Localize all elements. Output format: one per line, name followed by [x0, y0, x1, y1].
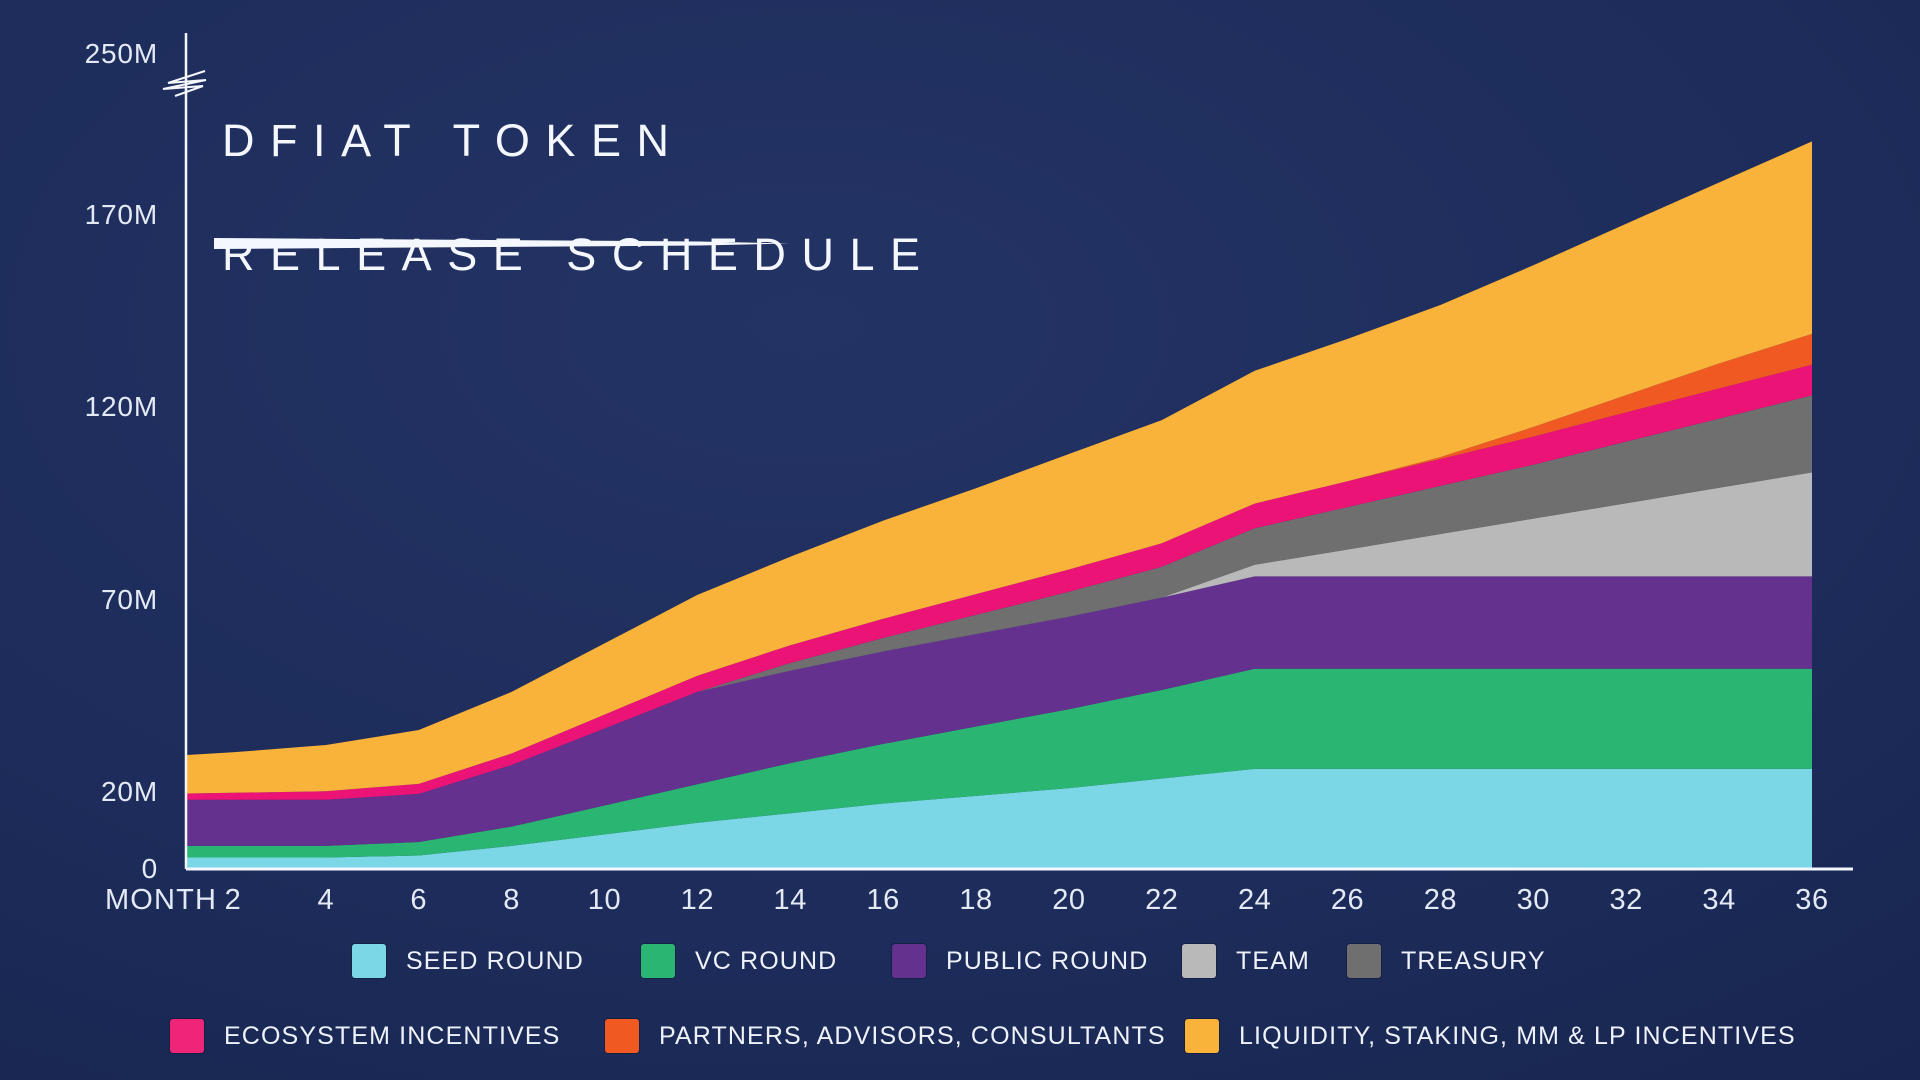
chart-title-line2: RELEASE SCHEDULE — [222, 229, 936, 280]
legend-item: TREASURY — [1347, 944, 1546, 978]
x-tick-label: 34 — [1702, 884, 1736, 916]
legend-label: TREASURY — [1401, 946, 1546, 975]
area-series-group — [186, 141, 1813, 869]
y-tick-label: 0 — [141, 853, 158, 884]
legend-label: ECOSYSTEM INCENTIVES — [224, 1021, 561, 1050]
x-tick-label: 26 — [1330, 884, 1365, 916]
x-tick-label: 36 — [1795, 884, 1829, 916]
title-underline — [214, 238, 789, 249]
area-series-seed-round — [186, 768, 1813, 869]
x-tick-label: 6 — [410, 884, 428, 916]
legend-item: VC ROUND — [641, 944, 837, 978]
x-tick-label: 28 — [1423, 884, 1458, 916]
x-tick-label: 32 — [1609, 884, 1643, 916]
legend-item: PARTNERS, ADVISORS, CONSULTANTS — [605, 1019, 1166, 1053]
x-tick-label: 20 — [1052, 884, 1086, 916]
legend-item: TEAM — [1182, 944, 1310, 978]
x-axis-title: MONTH — [104, 884, 218, 916]
y-tick-label: 70M — [101, 583, 158, 615]
legend-swatch — [1185, 1019, 1219, 1053]
x-tick-label: 10 — [587, 884, 622, 916]
x-tick-label: 12 — [680, 884, 715, 916]
legend-swatch — [1182, 944, 1216, 978]
x-tick-label: 4 — [317, 884, 335, 916]
chart-title: DFIAT TOKEN RELEASE SCHEDULE — [222, 112, 936, 283]
x-tick-label: 30 — [1516, 884, 1551, 916]
legend-item: LIQUIDITY, STAKING, MM & LP INCENTIVES — [1185, 1019, 1796, 1053]
x-tick-label: 24 — [1237, 884, 1272, 916]
legend-label: VC ROUND — [695, 946, 838, 975]
legend-item: ECOSYSTEM INCENTIVES — [170, 1019, 560, 1053]
legend-label: SEED ROUND — [406, 946, 584, 975]
legend-swatch — [605, 1019, 639, 1053]
chart-title-line1: DFIAT TOKEN — [222, 115, 685, 166]
y-tick-label: 20M — [101, 776, 158, 807]
legend-swatch — [641, 944, 675, 978]
axis-break-icon — [162, 70, 207, 97]
legend-label: PARTNERS, ADVISORS, CONSULTANTS — [659, 1021, 1166, 1050]
legend-label: PUBLIC ROUND — [946, 946, 1149, 975]
legend-item: PUBLIC ROUND — [892, 944, 1148, 978]
x-tick-label: 22 — [1145, 884, 1179, 916]
x-tick-label: 2 — [224, 884, 242, 916]
area-series-vc-round — [186, 668, 1813, 858]
legend-swatch — [170, 1019, 204, 1053]
legend-label: LIQUIDITY, STAKING, MM & LP INCENTIVES — [1239, 1021, 1796, 1050]
y-tick-label: 120M — [84, 391, 158, 422]
area-series-team — [186, 472, 1813, 800]
x-tick-label: 18 — [959, 884, 993, 916]
legend-swatch — [352, 944, 386, 978]
area-series-treasury — [186, 395, 1813, 800]
area-series-ecosystem-incentives — [186, 364, 1813, 800]
legend-swatch — [1347, 944, 1381, 978]
area-series-public-round — [186, 576, 1813, 846]
legend-swatch — [892, 944, 926, 978]
legend-label: TEAM — [1236, 946, 1310, 975]
y-tick-label: 170M — [84, 198, 158, 230]
x-tick-label: 14 — [773, 884, 807, 916]
x-tick-label: 16 — [866, 884, 900, 916]
x-tick-label: 8 — [503, 884, 520, 916]
y-tick-label: 250M — [84, 38, 158, 69]
legend-item: SEED ROUND — [352, 944, 584, 978]
